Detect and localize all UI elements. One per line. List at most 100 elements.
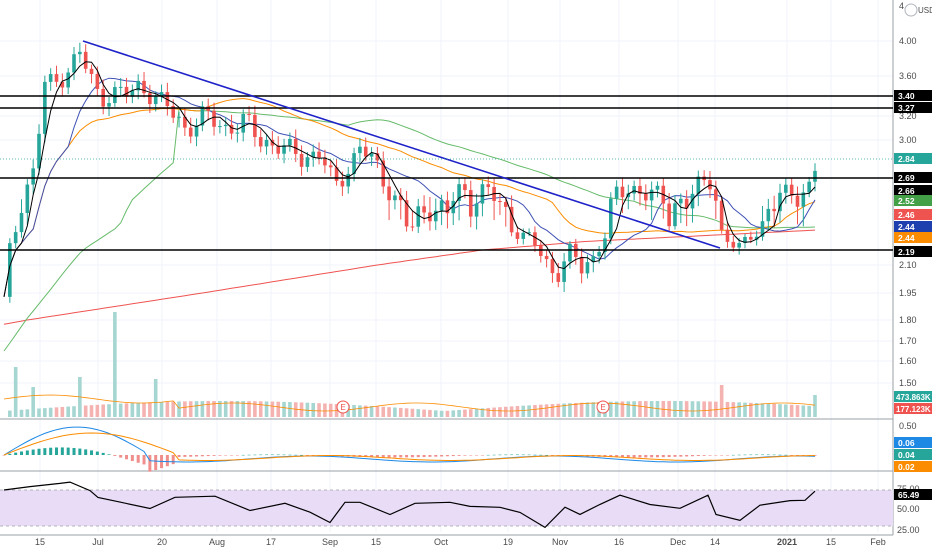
volume-bar bbox=[25, 409, 30, 417]
macd-histogram-bar bbox=[387, 455, 391, 458]
candle-body bbox=[66, 72, 70, 88]
candle-body bbox=[498, 200, 502, 203]
candle bbox=[31, 159, 35, 195]
volume-bar bbox=[200, 401, 205, 417]
macd-histogram-bar bbox=[25, 450, 29, 455]
volume-bar bbox=[731, 402, 736, 417]
price-label: 2.69 bbox=[894, 172, 932, 183]
macd-histogram-bar bbox=[422, 455, 426, 458]
macd-label-text: 0.04 bbox=[898, 450, 915, 460]
volume-bar bbox=[690, 401, 695, 417]
candle-body bbox=[772, 208, 776, 212]
candle bbox=[206, 98, 211, 121]
candle bbox=[807, 176, 811, 198]
volume-bar bbox=[737, 402, 741, 417]
candle-body bbox=[795, 195, 800, 207]
price-axis-tick: 4. bbox=[899, 1, 907, 11]
volume-bar bbox=[708, 401, 712, 417]
macd-histogram-bar bbox=[527, 454, 531, 456]
macd-histogram-bar bbox=[300, 454, 304, 456]
volume-label-text: 177.123K bbox=[896, 405, 931, 414]
candle bbox=[118, 77, 123, 97]
candle bbox=[171, 99, 176, 123]
volume-bar bbox=[684, 401, 689, 417]
volume-bar bbox=[223, 401, 228, 417]
candles bbox=[8, 42, 817, 303]
rsi-pane bbox=[0, 481, 893, 529]
candle-body bbox=[778, 192, 782, 212]
macd-pane bbox=[2, 426, 817, 472]
rsi-label-text: 65.49 bbox=[898, 490, 920, 500]
volume-bar bbox=[381, 406, 386, 417]
volume-bar bbox=[305, 402, 310, 417]
volume-bar bbox=[667, 401, 671, 417]
volume-bar bbox=[562, 403, 566, 417]
earnings-marker-circle bbox=[336, 400, 350, 414]
macd-histogram-bar bbox=[136, 455, 140, 463]
candle bbox=[83, 44, 88, 74]
candle bbox=[439, 194, 444, 226]
volume-bar bbox=[503, 406, 508, 417]
candle-body bbox=[597, 252, 601, 257]
volume-bar bbox=[171, 401, 176, 417]
macd-histogram-bar bbox=[743, 454, 747, 456]
candle bbox=[649, 181, 654, 220]
candle-body bbox=[521, 232, 526, 239]
candle-body bbox=[282, 145, 286, 154]
macd-histogram-bar bbox=[539, 454, 543, 456]
candle bbox=[457, 178, 461, 221]
volume-bar bbox=[614, 401, 619, 417]
candle-body bbox=[422, 206, 426, 213]
price-label-bg bbox=[894, 102, 932, 113]
volume-bar bbox=[649, 401, 654, 417]
rsi-line bbox=[3, 481, 816, 529]
candle bbox=[620, 177, 625, 214]
x-axis-tick: Oct bbox=[434, 537, 449, 547]
candle bbox=[463, 177, 467, 199]
macd-histogram-bar bbox=[294, 454, 298, 456]
candle-body bbox=[78, 51, 82, 55]
macd-axis-tick: 0.50 bbox=[899, 421, 917, 431]
macd-label-text: 0.06 bbox=[898, 438, 915, 448]
volume-bar bbox=[95, 404, 100, 417]
macd-histogram-bar bbox=[428, 455, 432, 457]
candle bbox=[795, 186, 800, 225]
volume-bar bbox=[8, 410, 12, 417]
candle bbox=[381, 151, 386, 194]
candle bbox=[743, 234, 747, 249]
candle bbox=[608, 192, 613, 245]
macd-histogram-bar bbox=[31, 449, 35, 455]
candle-body bbox=[404, 200, 409, 227]
grid-lines bbox=[0, 0, 893, 532]
candle-body bbox=[381, 160, 386, 187]
macd-histogram-bar bbox=[259, 454, 263, 456]
macd-histogram-bar bbox=[650, 455, 654, 458]
candle bbox=[486, 176, 491, 196]
candle bbox=[218, 120, 222, 134]
candle bbox=[585, 254, 590, 279]
x-axis-tick: Sep bbox=[322, 537, 338, 547]
candle-body bbox=[194, 125, 199, 137]
candle-body bbox=[714, 189, 718, 201]
candle-body bbox=[591, 256, 596, 263]
candle-body bbox=[731, 241, 736, 248]
macd-histogram-bar bbox=[480, 455, 484, 456]
macd-histogram-bar bbox=[486, 454, 490, 456]
candle bbox=[731, 236, 736, 252]
price-label-bg bbox=[894, 209, 932, 220]
candle bbox=[509, 195, 514, 237]
candle-body bbox=[253, 114, 257, 138]
macd-histogram-bar bbox=[14, 452, 18, 455]
ma-200-line bbox=[3, 229, 816, 325]
volume-bar bbox=[579, 402, 584, 417]
macd-histogram-bar bbox=[696, 455, 700, 457]
candle-body bbox=[679, 198, 683, 204]
volume-bar bbox=[591, 402, 596, 417]
macd-histogram-bar bbox=[760, 454, 764, 456]
volume-bar bbox=[247, 401, 251, 417]
price-label-bg bbox=[894, 195, 932, 206]
ma-50-line bbox=[3, 97, 816, 297]
volume-bar bbox=[749, 402, 753, 417]
candle-body bbox=[375, 153, 380, 161]
volume-bar bbox=[153, 379, 158, 417]
